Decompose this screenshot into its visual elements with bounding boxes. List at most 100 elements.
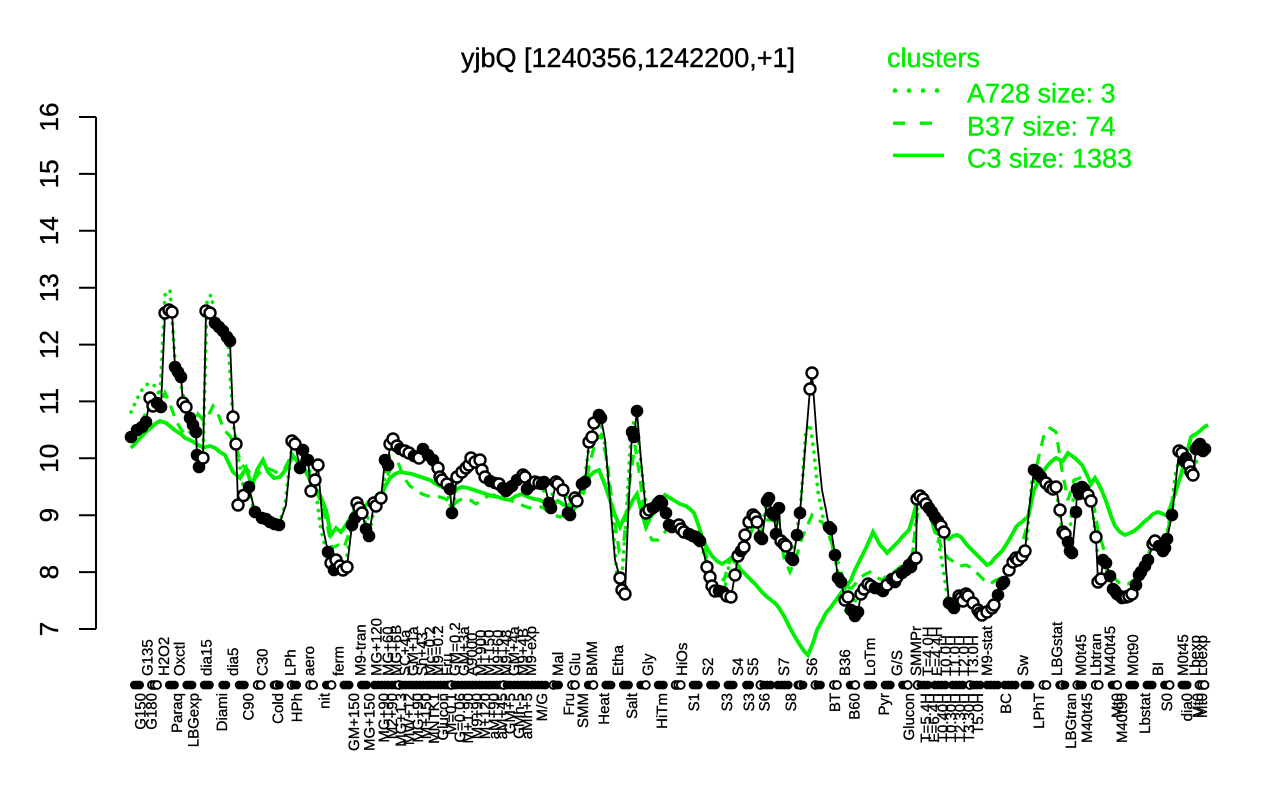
svg-text:G=0.06: G=0.06 (452, 693, 469, 743)
svg-text:SC+4a: SC+4a (397, 629, 414, 676)
svg-text:Mal: Mal (550, 652, 567, 676)
svg-text:M9-tran: M9-tran (353, 624, 370, 676)
svg-text:HPh: HPh (289, 693, 306, 722)
svg-text:HiOs: HiOs (674, 643, 691, 676)
svg-text:M=0.1: M=0.1 (443, 693, 460, 735)
svg-text:MG+1.3: MG+1.3 (393, 693, 410, 747)
svg-text:MG+6B: MG+6B (388, 625, 405, 676)
svg-text:A9000: A9000 (464, 633, 481, 676)
svg-text:T2.0H: T2.0H (956, 635, 973, 676)
svg-text:Mc=0.2: Mc=0.2 (422, 626, 439, 676)
svg-text:SMM: SMM (575, 693, 592, 728)
svg-text:M40t90: M40t90 (1114, 693, 1131, 743)
svg-text:aMh+5: aMh+5 (519, 693, 536, 739)
svg-text:dia15: dia15 (198, 639, 215, 676)
svg-text:M0t45: M0t45 (1175, 634, 1192, 676)
svg-text:Glu: Glu (567, 653, 584, 676)
svg-text:M+1.90: M+1.90 (460, 693, 477, 743)
svg-text:Paraq: Paraq (169, 693, 186, 733)
svg-text:nit: nit (317, 692, 334, 709)
svg-text:S1: S1 (686, 693, 703, 711)
svg-text:yjbQ [1240356,1242200,+1]: yjbQ [1240356,1242200,+1] (461, 43, 795, 73)
svg-text:T2.30H: T2.30H (952, 693, 969, 742)
svg-text:MG+90: MG+90 (410, 693, 427, 743)
svg-text:MNTK1: MNTK1 (426, 693, 443, 744)
svg-text:M+150: M+150 (481, 630, 498, 676)
svg-text:T0.40H: T0.40H (935, 693, 952, 742)
svg-text:Diami: Diami (214, 693, 231, 731)
svg-text:Lbstat: Lbstat (1137, 692, 1154, 734)
svg-text:Cold: Cold (270, 693, 287, 724)
svg-text:S2: S2 (700, 658, 717, 676)
svg-text:T1.0H: T1.0H (947, 635, 964, 676)
svg-text:F=6.4H: F=6.4H (926, 693, 943, 743)
svg-text:LBGexp: LBGexp (186, 693, 203, 747)
svg-text:8: 8 (34, 565, 64, 579)
svg-text:HiTm: HiTm (654, 693, 671, 729)
svg-text:BT: BT (827, 693, 844, 712)
svg-text:Pyr: Pyr (876, 693, 893, 716)
svg-text:Lbexp: Lbexp (1187, 635, 1204, 676)
svg-text:S0: S0 (1159, 693, 1176, 711)
svg-text:dia5: dia5 (225, 648, 242, 676)
svg-text:G135: G135 (139, 639, 156, 676)
svg-text:7: 7 (34, 622, 64, 636)
svg-text:C30: C30 (255, 648, 272, 676)
svg-text:LBGtran: LBGtran (1063, 693, 1080, 749)
svg-text:GM+150: GM+150 (346, 693, 363, 751)
svg-text:S6: S6 (804, 658, 821, 676)
svg-text:15: 15 (34, 159, 64, 188)
svg-text:T0.0H: T0.0H (938, 635, 955, 676)
svg-text:Gly: Gly (640, 653, 657, 676)
svg-text:G180: G180 (144, 693, 161, 730)
svg-text:S5: S5 (745, 658, 762, 676)
svg-text:Fru: Fru (439, 654, 456, 677)
svg-text:M0t90: M0t90 (1125, 634, 1142, 676)
svg-text:M40t45: M40t45 (1102, 626, 1119, 676)
svg-text:C3 size: 1383: C3 size: 1383 (967, 144, 1132, 174)
svg-text:M+900: M+900 (473, 630, 490, 676)
svg-text:M9+48: M9+48 (498, 630, 515, 676)
svg-text:16: 16 (34, 103, 64, 132)
svg-text:MG+150: MG+150 (362, 693, 379, 751)
svg-text:Mt0: Mt0 (1109, 693, 1126, 718)
svg-text:B36: B36 (837, 649, 854, 676)
svg-text:Glucon: Glucon (901, 693, 918, 741)
svg-text:S7: S7 (776, 658, 793, 676)
svg-text:Etha: Etha (610, 644, 627, 676)
svg-text:T3.30H: T3.30H (961, 693, 978, 742)
svg-text:GM+1a: GM+1a (405, 626, 422, 676)
svg-text:M40t45: M40t45 (1079, 693, 1096, 743)
svg-text:B60: B60 (847, 693, 864, 720)
svg-text:Glucon: Glucon (435, 693, 452, 741)
svg-text:M9+60: M9+60 (490, 630, 507, 676)
svg-text:Mt0: Mt0 (1194, 693, 1211, 718)
svg-text:MG+60: MG+60 (380, 626, 397, 676)
svg-text:M+150: M+150 (418, 693, 435, 739)
svg-text:GM+3a: GM+3a (456, 626, 473, 676)
svg-text:aM+90: aM+90 (486, 693, 503, 739)
svg-text:Oxctl: Oxctl (172, 642, 189, 676)
svg-text:MG+120: MG+120 (369, 618, 386, 676)
svg-text:T0.30H: T0.30H (943, 693, 960, 742)
svg-text:Sh+43: Sh+43 (414, 632, 431, 676)
svg-text:S3: S3 (741, 693, 758, 711)
svg-text:T=4.0H: T=4.0H (920, 626, 937, 676)
svg-text:H2O2: H2O2 (156, 637, 173, 676)
svg-text:aero: aero (301, 646, 318, 676)
svg-text:F=4.4H: F=4.4H (929, 626, 946, 676)
svg-text:clusters: clusters (887, 43, 980, 73)
svg-text:M/G: M/G (534, 693, 551, 721)
svg-text:Sw: Sw (1015, 655, 1032, 676)
svg-text:11: 11 (34, 388, 64, 415)
svg-text:M2+90: M2+90 (384, 693, 401, 739)
svg-text:T3.0H: T3.0H (965, 635, 982, 676)
svg-text:T=5.4H: T=5.4H (918, 693, 935, 743)
svg-text:M9=0.2: M9=0.2 (430, 626, 447, 676)
svg-text:C90: C90 (241, 693, 258, 721)
svg-text:M0t45: M0t45 (1073, 634, 1090, 676)
svg-text:LBGstat: LBGstat (1049, 621, 1066, 676)
svg-text:Mt0: Mt0 (1190, 693, 1207, 718)
svg-text:M9+4B: M9+4B (515, 628, 532, 676)
svg-text:B37 size: 74: B37 size: 74 (967, 111, 1116, 141)
